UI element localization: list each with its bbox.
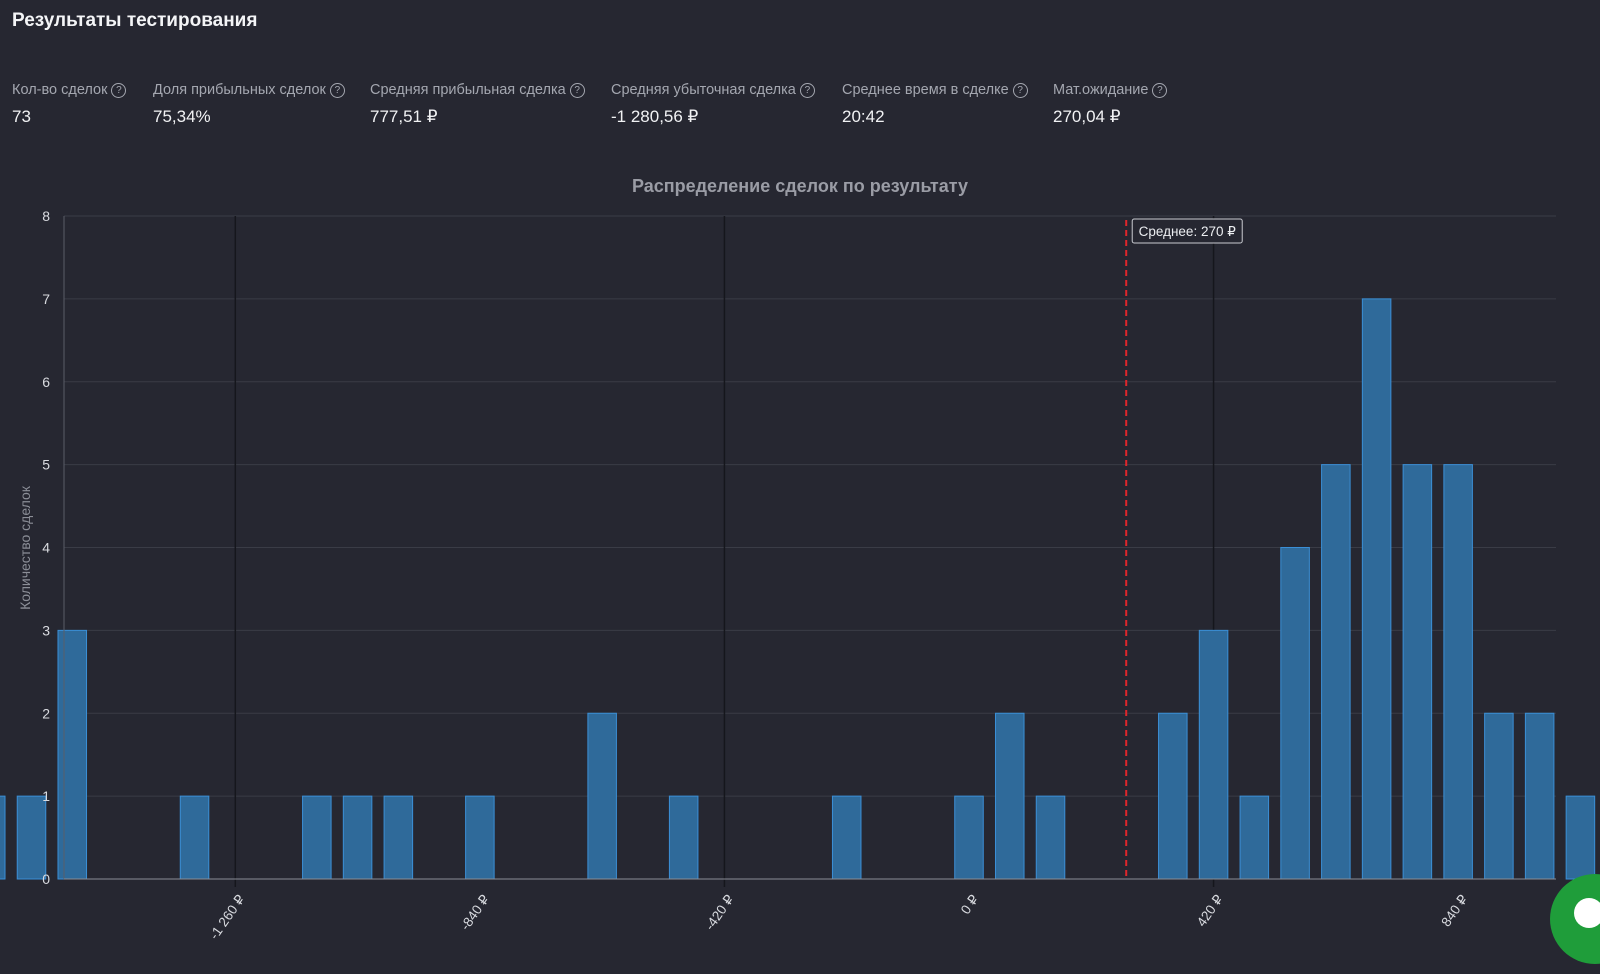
help-icon[interactable]: ? [1012, 82, 1028, 98]
histogram-bar [831, 795, 862, 880]
stat-label: Средняя убыточная сделка [611, 82, 796, 98]
histogram-bar [587, 712, 617, 880]
histogram-bar [1198, 629, 1229, 880]
mean-line-group: Среднее: 270 ₽ [1125, 218, 1243, 879]
y-tick-label: 1 [42, 788, 50, 804]
histogram-bar [383, 795, 414, 880]
help-icon[interactable]: ? [1152, 82, 1168, 98]
bars [0, 298, 1596, 880]
stat-avg-win: Средняя прибыльная сделка? 777,51 ₽ [370, 82, 585, 127]
histogram-bar [954, 795, 984, 880]
stat-value: 73 [12, 107, 31, 126]
mean-label-box [1131, 218, 1243, 244]
x-tick-label: -840 ₽ [457, 892, 492, 933]
histogram-bar [1361, 298, 1392, 880]
stat-win-rate: Доля прибыльных сделок? 75,34% [153, 82, 345, 127]
y-tick-label: 4 [42, 540, 50, 556]
stat-label: Средняя прибыльная сделка [370, 82, 566, 98]
stat-avg-loss: Средняя убыточная сделка? -1 280,56 ₽ [611, 82, 815, 127]
x-tick-label: 0 ₽ [958, 892, 982, 917]
y-tick-label: 3 [42, 622, 50, 638]
help-icon[interactable]: ? [569, 82, 585, 98]
histogram-bar [179, 795, 210, 880]
stat-value: 75,34% [153, 107, 211, 126]
chart-title: Распределение сделок по результату [631, 176, 969, 196]
stat-label: Среднее время в сделке [842, 82, 1009, 98]
x-tick-label: -1 260 ₽ [206, 892, 248, 942]
stat-value: 20:42 [842, 107, 885, 126]
stat-label: Доля прибыльных сделок [153, 82, 326, 98]
y-axis-label: Количество сделок [17, 485, 33, 610]
grid-lines [64, 215, 1556, 887]
histogram-bar [1443, 464, 1473, 880]
histogram-bar [1280, 547, 1310, 880]
stat-label: Кол-во сделок [12, 82, 108, 98]
histogram-bar [1484, 712, 1514, 880]
histogram-bar [1565, 795, 1596, 880]
histogram-bar [1239, 795, 1270, 880]
help-icon[interactable]: ? [799, 82, 815, 98]
histogram-bar [0, 795, 6, 880]
histogram-bar [668, 795, 699, 880]
stat-value: 270,04 ₽ [1053, 107, 1121, 126]
histogram-bar [994, 712, 1025, 880]
x-tick-label: -420 ₽ [702, 892, 737, 933]
histogram-bar [465, 795, 495, 880]
stat-value: 777,51 ₽ [370, 107, 438, 126]
y-tick-label: 6 [42, 374, 50, 390]
y-tick-label: 8 [42, 208, 50, 224]
y-tick-label: 5 [42, 457, 50, 473]
stat-value: -1 280,56 ₽ [611, 107, 699, 126]
stat-trade-count: Кол-во сделок? 73 [12, 82, 127, 127]
histogram-bar [1035, 795, 1066, 880]
y-tick-label: 2 [42, 705, 50, 721]
histogram-bar [342, 795, 373, 880]
stat-avg-time: Среднее время в сделке? 20:42 [842, 82, 1028, 127]
histogram-bar [302, 795, 332, 880]
histogram-bar [1524, 712, 1555, 880]
histogram-bar [16, 795, 47, 880]
help-icon[interactable]: ? [329, 82, 345, 98]
stat-expectancy: Мат.ожидание? 270,04 ₽ [1053, 82, 1168, 127]
y-tick-label: 7 [42, 291, 50, 307]
page-title: Результаты тестирования [12, 10, 258, 31]
x-tick-label: -1 680 ₽ [0, 892, 3, 942]
y-tick-label: 0 [42, 871, 50, 887]
x-tick-label: 420 ₽ [1194, 892, 1227, 929]
stat-label: Мат.ожидание [1053, 82, 1149, 98]
histogram-bar [1158, 712, 1188, 880]
help-icon[interactable]: ? [111, 82, 127, 98]
histogram-bar [57, 629, 88, 880]
mean-label: Среднее: 270 ₽ [1139, 224, 1237, 239]
x-tick-label: 840 ₽ [1438, 892, 1471, 929]
histogram-bar [1321, 464, 1351, 880]
histogram-bar [1402, 464, 1433, 880]
